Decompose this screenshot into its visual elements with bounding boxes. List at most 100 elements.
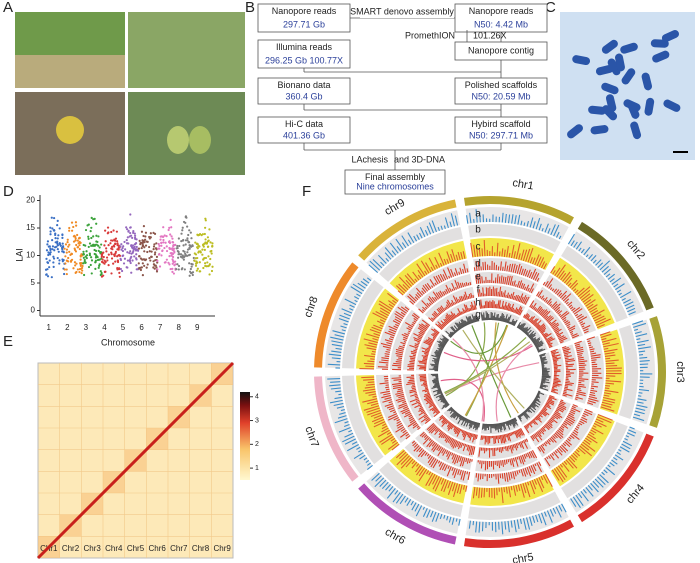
lai-point [61,250,64,253]
chromosome [621,68,636,85]
lai-point [123,240,126,244]
lai-point [111,248,114,251]
chrom-name: chr1 [511,177,534,193]
lai-point [156,268,159,271]
track-label: g [475,310,481,321]
lai-point [118,254,122,257]
lai-point [67,245,70,248]
chromosome [590,125,609,135]
lai-point [122,245,125,248]
x-tick-label: 8 [176,323,181,332]
lai-point [130,234,133,237]
lai-point [69,260,73,263]
lai-point [186,239,189,242]
lai-point [95,234,98,237]
lai-point [170,254,173,257]
lai-point [127,229,130,232]
lai-point [53,249,56,252]
track-label: d [475,259,481,270]
lai-point [82,250,85,253]
lai-point [141,262,144,265]
lai-point [100,243,103,246]
lai-point [46,261,50,264]
lai-point [146,240,149,243]
lai-point [209,257,212,261]
lai-point [97,235,100,238]
track-bg [618,325,638,419]
lai-point [200,234,203,237]
track-signal [377,306,410,370]
lai-point [106,232,109,235]
lai-point [191,271,195,274]
lai-point [98,246,101,249]
chrom-label: Chr6 [148,544,166,553]
lai-point [211,242,214,245]
lai-point [109,242,112,245]
link [471,325,512,418]
lai-point [119,245,122,248]
panel-label: B [245,0,255,16]
lai-cluster [82,216,103,277]
lai-point [83,258,86,262]
lai-point [116,242,119,245]
lai-point [86,224,89,227]
lai-point [96,258,100,262]
lai-point [186,237,189,240]
track-signal [379,375,411,440]
lai-point [160,254,163,257]
lai-point [204,217,207,220]
lai-point [107,264,110,267]
node-detail: N50: 20.59 Mb [471,91,530,101]
track-signal [539,352,551,391]
lai-point [126,266,129,269]
lai-point [51,245,55,248]
lai-point [59,244,62,247]
node-detail: 401.36 Gb [283,130,325,140]
lai-point [105,247,108,250]
lai-point [186,225,189,228]
lai-point [75,224,78,227]
chrom-band [358,483,457,545]
lai-point [102,255,105,259]
track-signal [544,408,593,467]
lai-point [155,242,158,245]
track-signal [418,279,472,314]
lai-point [198,245,201,248]
track-signal [406,374,431,425]
track-signal [574,340,589,401]
track-signal [599,331,622,412]
lai-point [143,241,146,244]
lai-point [106,226,110,229]
track-signal [327,377,373,471]
lai-point [87,265,91,269]
lai-point [125,226,128,229]
lai-point [78,236,81,239]
lai-point [61,258,64,261]
chrom-band [314,262,359,368]
lai-point [119,257,122,260]
lai-point [187,233,190,237]
lai-cluster [100,226,122,278]
chromosome [615,53,625,72]
lai-point [132,231,135,235]
lai-point [153,243,156,246]
chromosome [627,101,640,119]
lai-point [88,254,92,257]
lai-point [47,251,50,254]
node-detail: 297.71 Gb [283,19,325,29]
chrom-band [577,221,654,311]
lai-point [156,261,159,264]
lai-point [172,245,175,248]
lai-point [171,270,174,273]
photo [15,55,125,88]
lai-point [149,236,152,239]
track-signal [466,209,562,240]
track-bg [561,421,628,499]
lai-point [61,242,64,245]
lai-point [160,244,163,247]
panel-label: C [545,0,556,16]
lai-point [48,259,51,262]
lai-point [104,260,107,263]
track-label: h [475,298,481,309]
lai-point [116,260,120,264]
